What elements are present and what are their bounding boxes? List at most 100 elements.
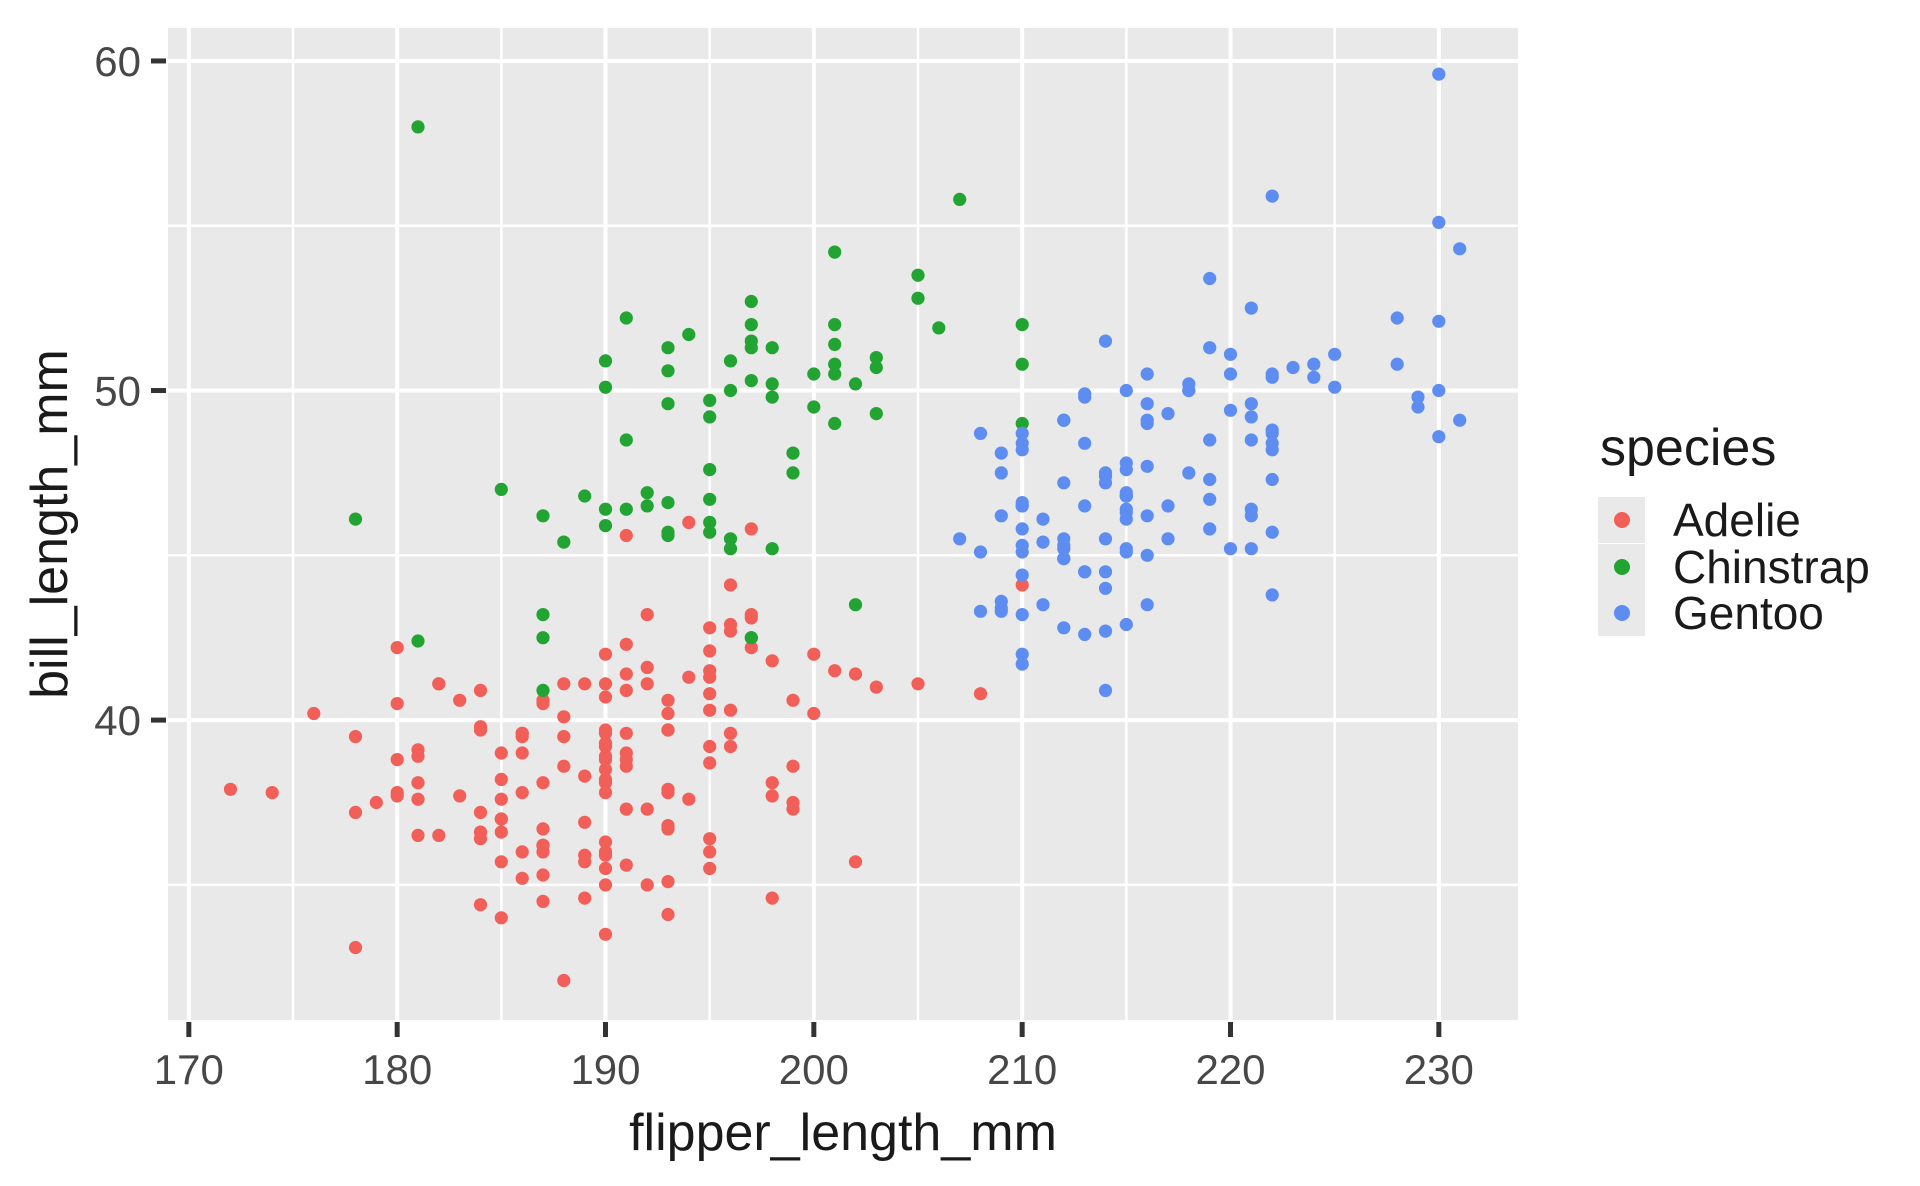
data-point-adelie	[473, 805, 488, 820]
legend-dot-chinstrap	[1613, 558, 1630, 575]
data-point-adelie	[411, 776, 425, 790]
data-point-gentoo	[1015, 426, 1029, 440]
y-axis-title: bill_length_mm	[21, 349, 79, 699]
data-point-chinstrap	[869, 407, 883, 421]
legend-dot-adelie	[1613, 512, 1630, 528]
data-point-adelie	[661, 875, 675, 889]
data-point-chinstrap	[953, 192, 967, 206]
data-point-adelie	[598, 723, 613, 737]
data-point-chinstrap	[536, 631, 550, 645]
data-point-chinstrap	[703, 393, 717, 407]
data-point-gentoo	[1119, 456, 1133, 470]
data-point-adelie	[640, 677, 654, 691]
data-point-gentoo	[973, 545, 988, 559]
data-point-adelie	[494, 792, 508, 806]
data-point-adelie	[661, 693, 675, 707]
data-point-adelie	[765, 891, 779, 905]
data-point-gentoo	[1203, 522, 1217, 536]
data-point-gentoo	[1265, 525, 1279, 539]
y-tick-label: 50	[94, 368, 141, 415]
x-tick-label: 200	[779, 1046, 849, 1093]
data-point-adelie	[598, 927, 613, 941]
data-point-gentoo	[1140, 459, 1154, 473]
data-point-adelie	[494, 746, 508, 760]
data-point-adelie	[619, 683, 633, 698]
data-point-chinstrap	[828, 337, 842, 351]
data-point-adelie	[661, 907, 675, 922]
data-point-adelie	[494, 772, 508, 787]
data-point-gentoo	[1307, 357, 1321, 371]
data-point-adelie	[473, 898, 488, 912]
data-point-chinstrap	[640, 499, 654, 513]
data-point-gentoo	[1328, 380, 1342, 394]
data-point-chinstrap	[598, 519, 613, 533]
data-point-adelie	[411, 828, 425, 843]
data-point-adelie	[598, 762, 613, 777]
data-point-gentoo	[1057, 476, 1071, 490]
data-point-adelie	[598, 848, 613, 862]
data-point-gentoo	[1098, 565, 1113, 579]
data-point-gentoo	[1057, 542, 1071, 556]
data-point-gentoo	[1119, 542, 1133, 556]
data-point-chinstrap	[536, 683, 550, 698]
data-point-chinstrap	[661, 397, 675, 411]
data-point-adelie	[390, 641, 404, 655]
data-point-chinstrap	[911, 291, 925, 305]
data-point-adelie	[661, 786, 675, 800]
data-point-chinstrap	[744, 374, 758, 388]
data-point-chinstrap	[828, 357, 842, 371]
data-point-gentoo	[1265, 472, 1279, 487]
data-point-adelie	[369, 795, 383, 810]
data-point-adelie	[640, 608, 654, 622]
data-point-adelie	[578, 815, 592, 829]
data-point-gentoo	[1286, 360, 1300, 375]
data-point-adelie	[703, 664, 717, 678]
data-point-adelie	[453, 789, 467, 803]
data-point-adelie	[390, 753, 404, 767]
data-point-gentoo	[1244, 301, 1258, 315]
data-point-chinstrap	[348, 512, 363, 526]
data-point-gentoo	[1119, 489, 1133, 503]
data-point-adelie	[703, 687, 717, 701]
data-point-adelie	[265, 786, 279, 800]
data-point-chinstrap	[619, 433, 633, 447]
data-point-adelie	[640, 878, 654, 892]
data-point-adelie	[744, 522, 758, 536]
data-point-gentoo	[1015, 538, 1029, 553]
data-point-chinstrap	[765, 390, 779, 404]
data-point-adelie	[598, 861, 613, 876]
data-point-chinstrap	[744, 334, 758, 348]
x-axis-title: flipper_length_mm	[629, 1104, 1057, 1162]
data-point-chinstrap	[557, 535, 571, 549]
data-point-chinstrap	[703, 492, 717, 506]
data-point-adelie	[619, 637, 633, 651]
data-point-chinstrap	[828, 367, 842, 381]
legend-title: species	[1600, 419, 1777, 477]
data-point-gentoo	[1265, 423, 1279, 437]
data-point-chinstrap	[578, 489, 592, 503]
data-point-adelie	[703, 621, 717, 635]
data-point-adelie	[390, 697, 404, 711]
data-point-adelie	[703, 756, 717, 770]
data-point-adelie	[661, 723, 675, 737]
data-point-adelie	[598, 772, 613, 787]
data-point-gentoo	[1265, 588, 1279, 602]
data-point-gentoo	[1140, 548, 1154, 562]
data-point-chinstrap	[744, 318, 758, 332]
legend-item-gentoo: Gentoo	[1598, 590, 1824, 636]
data-point-gentoo	[1057, 621, 1071, 635]
data-point-gentoo	[1265, 370, 1279, 384]
data-point-adelie	[973, 687, 988, 701]
data-point-gentoo	[973, 604, 988, 618]
data-point-chinstrap	[661, 341, 675, 355]
data-point-gentoo	[1015, 436, 1029, 450]
data-point-gentoo	[1036, 598, 1050, 612]
data-point-chinstrap	[619, 502, 633, 516]
data-point-gentoo	[1161, 532, 1175, 546]
data-point-gentoo	[1223, 367, 1238, 381]
data-point-adelie	[807, 647, 821, 661]
data-point-gentoo	[1223, 347, 1238, 361]
data-point-gentoo	[1036, 512, 1050, 526]
data-point-adelie	[557, 710, 571, 724]
data-point-gentoo	[1078, 387, 1092, 401]
